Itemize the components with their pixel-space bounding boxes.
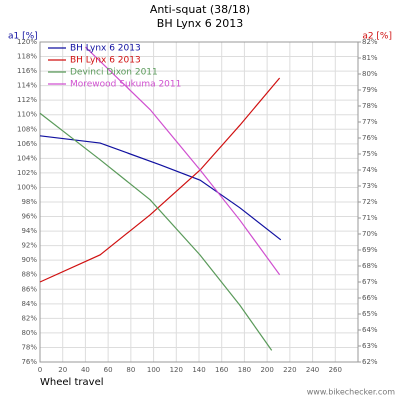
x-tick-label: 140 xyxy=(192,366,205,374)
y-tick-label: 112% xyxy=(17,96,37,104)
x-tick-label: 40 xyxy=(81,366,90,374)
y2-tick-label: 68% xyxy=(362,262,378,270)
y-tick-label: 82% xyxy=(21,314,37,322)
y2-tick-label: 79% xyxy=(362,86,378,94)
y2-tick-label: 78% xyxy=(362,102,378,110)
y-tick-label: 78% xyxy=(21,343,37,351)
y-tick-label: 116% xyxy=(17,67,37,75)
footer: www.bikechecker.com xyxy=(307,388,395,397)
legend-label: BH Lynx 6 2013 xyxy=(70,44,141,54)
y-tick-label: 110% xyxy=(17,111,37,119)
x-tick-label: 0 xyxy=(38,366,42,374)
y2-tick-label: 74% xyxy=(362,166,378,174)
y-tick-label: 88% xyxy=(21,271,37,279)
chart-title: Anti-squat (38/18) xyxy=(150,3,250,16)
y-tick-label: 120% xyxy=(17,38,37,46)
y-tick-label: 114% xyxy=(17,82,37,90)
x-tick-label: 160 xyxy=(215,366,228,374)
chart-subtitle: BH Lynx 6 2013 xyxy=(157,17,243,30)
y2-tick-label: 66% xyxy=(362,294,378,302)
y2-tick-label: 82% xyxy=(362,38,378,46)
y2-tick-label: 64% xyxy=(362,326,378,334)
x-tick-label: 240 xyxy=(306,366,319,374)
y2-tick-label: 70% xyxy=(362,230,378,238)
y2-tick-label: 81% xyxy=(362,54,378,62)
y-tick-label: 96% xyxy=(21,213,37,221)
legend-label: Devinci Dixon 2011 xyxy=(70,68,158,78)
y2-tick-label: 69% xyxy=(362,246,378,254)
x-tick-label: 120 xyxy=(170,366,183,374)
x-tick-label: 100 xyxy=(147,366,160,374)
y2-tick-label: 72% xyxy=(362,198,378,206)
y-tick-label: 92% xyxy=(21,242,37,250)
y2-tick-label: 62% xyxy=(362,358,378,366)
y2-tick-label: 73% xyxy=(362,182,378,190)
y-axis-label: a1 [%] xyxy=(8,32,38,42)
y-tick-label: 94% xyxy=(21,227,37,235)
y-tick-label: 76% xyxy=(21,358,37,366)
y-tick-label: 84% xyxy=(21,300,37,308)
y-tick-label: 98% xyxy=(21,198,37,206)
series-line xyxy=(39,135,282,241)
y-tick-label: 118% xyxy=(17,53,37,61)
x-tick-label: 20 xyxy=(58,366,67,374)
y-tick-label: 102% xyxy=(17,169,37,177)
y2-axis-label: a2 [%] xyxy=(362,32,392,42)
x-tick-label: 220 xyxy=(283,366,296,374)
series-line xyxy=(85,46,281,276)
x-tick-label: 80 xyxy=(126,366,135,374)
y2-tick-label: 65% xyxy=(362,310,378,318)
y2-tick-label: 77% xyxy=(362,118,378,126)
series-line xyxy=(39,77,281,283)
legend-label: Morewood Sukuma 2011 xyxy=(70,80,181,90)
y-tick-label: 108% xyxy=(17,125,37,133)
x-tick-label: 200 xyxy=(260,366,273,374)
plot-frame xyxy=(39,41,359,363)
y2-tick-label: 67% xyxy=(362,278,378,286)
y2-tick-label: 80% xyxy=(362,70,378,78)
y2-tick-label: 71% xyxy=(362,214,378,222)
x-tick-label: 60 xyxy=(104,366,113,374)
y-tick-label: 86% xyxy=(21,285,37,293)
y-tick-label: 104% xyxy=(17,154,37,162)
x-axis-label: Wheel travel xyxy=(40,377,104,388)
y2-tick-label: 76% xyxy=(362,134,378,142)
x-tick-label: 180 xyxy=(238,366,251,374)
y-tick-label: 90% xyxy=(21,256,37,264)
series-line xyxy=(39,112,273,351)
y-tick-label: 100% xyxy=(17,183,37,191)
x-tick-label: 260 xyxy=(329,366,342,374)
legend-label: BH Lynx 6 2013 xyxy=(70,56,141,66)
y-tick-label: 80% xyxy=(21,329,37,337)
y-tick-label: 106% xyxy=(17,140,37,148)
y2-tick-label: 63% xyxy=(362,342,378,350)
y2-tick-label: 75% xyxy=(362,150,378,158)
